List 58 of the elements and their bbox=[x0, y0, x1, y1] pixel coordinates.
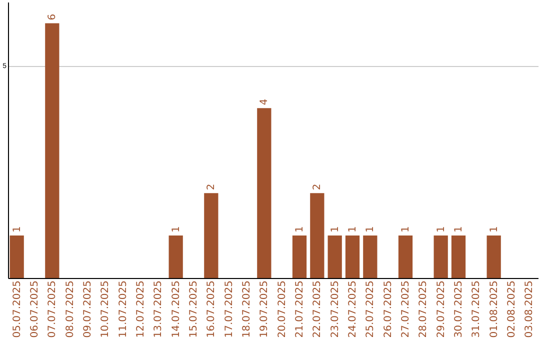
x-tick-label: 05.07.2025 bbox=[12, 280, 23, 338]
x-tick-label: 28.07.2025 bbox=[418, 280, 430, 338]
bar bbox=[168, 236, 183, 278]
x-tick-label: 17.07.2025 bbox=[224, 280, 235, 338]
x-tick-label: 24.07.2025 bbox=[348, 280, 358, 338]
x-tick-label: 09.07.2025 bbox=[82, 280, 94, 338]
data-label: 1 bbox=[365, 226, 376, 233]
bar bbox=[363, 236, 378, 278]
bar bbox=[434, 236, 448, 278]
data-label: 1 bbox=[454, 226, 464, 233]
x-tick-label: 13.07.2025 bbox=[153, 280, 164, 338]
data-label: 2 bbox=[312, 184, 324, 190]
x-tick-label: 14.07.2025 bbox=[170, 280, 182, 338]
x-tick-label: 27.07.2025 bbox=[400, 280, 412, 338]
bar bbox=[328, 236, 342, 278]
data-label: 2 bbox=[206, 184, 218, 190]
x-tick-label: 25.07.2025 bbox=[365, 280, 376, 338]
data-label: 4 bbox=[259, 98, 270, 106]
bar bbox=[257, 108, 272, 278]
data-label: 1 bbox=[436, 226, 447, 233]
bar bbox=[486, 236, 501, 278]
x-tick-label: 16.07.2025 bbox=[206, 280, 218, 338]
x-tick-label: 01.08.2025 bbox=[488, 280, 500, 338]
x-tick-label: 30.07.2025 bbox=[454, 280, 464, 338]
bar bbox=[10, 236, 24, 278]
x-tick-label: 03.08.2025 bbox=[524, 280, 536, 338]
data-label: 1 bbox=[400, 226, 412, 233]
x-tick-label: 02.08.2025 bbox=[506, 280, 518, 338]
x-tick-label: 29.07.2025 bbox=[436, 280, 447, 338]
x-tick-label: 22.07.2025 bbox=[312, 280, 324, 338]
x-tick-label: 11.07.2025 bbox=[118, 280, 129, 338]
data-label: 6 bbox=[47, 14, 58, 20]
bar bbox=[398, 236, 413, 278]
x-tick-label: 21.07.2025 bbox=[294, 280, 306, 338]
x-tick-label: 19.07.2025 bbox=[259, 280, 270, 338]
bar bbox=[451, 236, 466, 278]
x-tick-label: 18.07.2025 bbox=[242, 280, 252, 338]
data-label: 1 bbox=[12, 226, 23, 233]
x-tick-label: 08.07.2025 bbox=[64, 280, 76, 338]
bar bbox=[204, 193, 218, 278]
data-label: 1 bbox=[170, 226, 182, 233]
x-tick-label: 23.07.2025 bbox=[330, 280, 341, 338]
bar bbox=[310, 193, 324, 278]
bar bbox=[345, 236, 360, 278]
x-tick-label: 20.07.2025 bbox=[276, 280, 288, 338]
bar bbox=[45, 23, 60, 278]
bar bbox=[292, 236, 307, 278]
data-label: 1 bbox=[294, 226, 306, 233]
x-tick-label: 31.07.2025 bbox=[471, 280, 482, 338]
data-label: 1 bbox=[348, 226, 358, 233]
x-tick-label: 10.07.2025 bbox=[100, 280, 112, 338]
x-tick-label: 12.07.2025 bbox=[136, 280, 146, 338]
x-tick-label: 26.07.2025 bbox=[382, 280, 394, 338]
x-tick-label: 15.07.2025 bbox=[188, 280, 200, 338]
data-label: 1 bbox=[330, 226, 341, 233]
x-tick-label: 07.07.2025 bbox=[47, 280, 58, 338]
data-label: 1 bbox=[488, 226, 500, 233]
x-tick-label: 06.07.2025 bbox=[30, 280, 40, 338]
